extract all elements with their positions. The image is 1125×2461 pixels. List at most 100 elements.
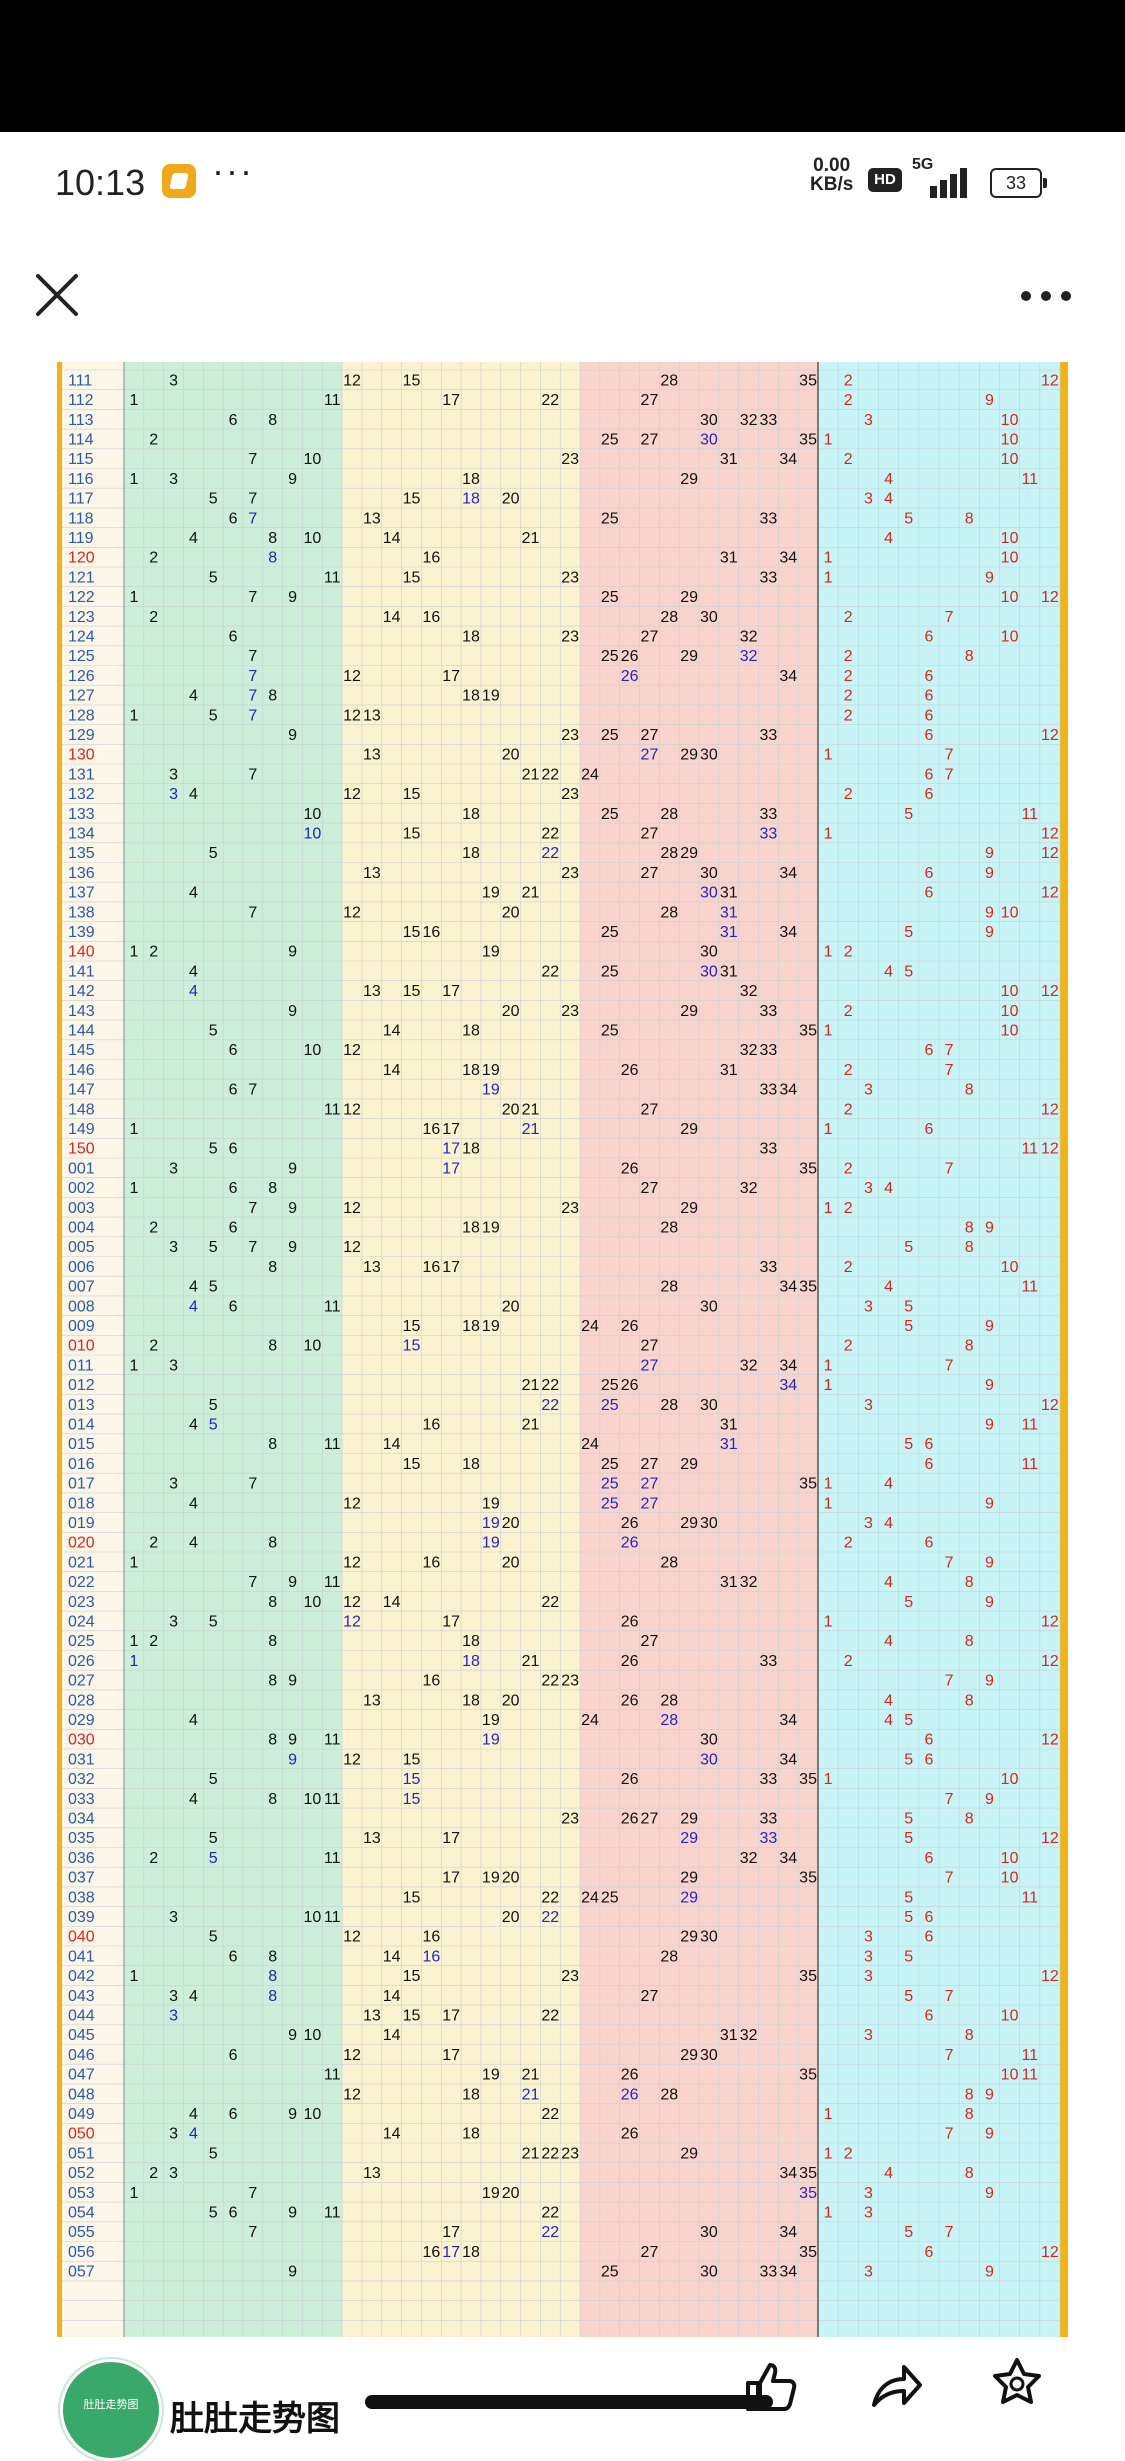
front-number: 23 <box>561 1968 579 1985</box>
front-number: 13 <box>363 983 381 1000</box>
back-number: 9 <box>985 2185 994 2202</box>
front-number: 17 <box>442 1121 460 1138</box>
front-number: 29 <box>680 2047 698 2064</box>
front-number: 27 <box>641 2244 659 2261</box>
front-number: 34 <box>779 668 797 685</box>
front-number: 15 <box>403 825 421 842</box>
period-label: 027 <box>68 1673 95 1690</box>
period-label: 141 <box>68 963 95 980</box>
front-number: 16 <box>422 609 440 626</box>
account-name[interactable]: 肚肚走势图 <box>170 2400 340 2438</box>
front-number: 31 <box>720 1416 738 1433</box>
back-number: 2 <box>844 1535 853 1552</box>
front-number: 10 <box>303 451 321 468</box>
period-label: 016 <box>68 1456 95 1473</box>
front-number: 4 <box>189 885 198 902</box>
front-number: 26 <box>621 1377 639 1394</box>
back-number: 4 <box>884 963 893 980</box>
back-number: 3 <box>864 412 873 429</box>
favorite-icon[interactable] <box>988 2355 1046 2413</box>
status-more-dots: ··· <box>212 150 254 191</box>
like-icon[interactable] <box>742 2357 800 2415</box>
period-label: 119 <box>68 530 94 547</box>
front-number: 32 <box>740 1042 758 1059</box>
front-number: 10 <box>303 1594 321 1611</box>
front-number: 26 <box>621 1771 639 1788</box>
front-number: 15 <box>403 372 421 389</box>
back-number: 4 <box>884 1574 893 1591</box>
front-number: 17 <box>442 983 460 1000</box>
front-number: 23 <box>561 1810 579 1827</box>
period-label: 125 <box>68 648 95 665</box>
front-number: 6 <box>229 1082 238 1099</box>
front-number: 15 <box>403 1751 421 1768</box>
front-number: 35 <box>799 2244 817 2261</box>
front-number: 12 <box>343 786 361 803</box>
back-number: 10 <box>1001 904 1019 921</box>
period-label: 124 <box>68 628 95 645</box>
front-number: 34 <box>779 1082 797 1099</box>
period-label: 134 <box>68 825 95 842</box>
front-number: 12 <box>343 1239 361 1256</box>
front-number: 32 <box>740 648 758 665</box>
back-number: 7 <box>945 1160 954 1177</box>
back-number: 2 <box>844 668 853 685</box>
front-number: 5 <box>209 569 218 586</box>
front-number: 6 <box>229 412 238 429</box>
back-number: 3 <box>864 1515 873 1532</box>
front-number: 12 <box>343 1929 361 1946</box>
period-column-bg <box>62 362 124 2337</box>
front-number: 18 <box>462 1141 480 1158</box>
period-label: 131 <box>68 766 95 783</box>
front-number: 27 <box>641 747 659 764</box>
close-icon[interactable] <box>34 272 80 318</box>
front-number: 25 <box>601 963 619 980</box>
back-number: 1 <box>824 2145 833 2162</box>
period-label: 053 <box>68 2185 95 2202</box>
front-number: 13 <box>363 1692 381 1709</box>
front-number: 26 <box>621 1692 639 1709</box>
front-number: 34 <box>779 1850 797 1867</box>
front-number: 28 <box>660 1219 678 1236</box>
front-number: 3 <box>169 786 178 803</box>
front-number: 2 <box>149 1850 158 1867</box>
front-number: 27 <box>641 1810 659 1827</box>
front-number: 33 <box>760 510 778 527</box>
front-number: 26 <box>621 668 639 685</box>
period-label: 038 <box>68 1889 95 1906</box>
front-number: 32 <box>740 412 758 429</box>
avatar[interactable]: 肚肚走势图 <box>60 2359 162 2461</box>
period-label: 057 <box>68 2264 95 2281</box>
back-number: 8 <box>965 2086 974 2103</box>
front-number: 5 <box>209 1022 218 1039</box>
period-label: 044 <box>68 2007 95 2024</box>
period-label: 056 <box>68 2244 95 2261</box>
front-number: 18 <box>462 845 480 862</box>
front-number: 2 <box>149 609 158 626</box>
period-label: 117 <box>68 491 94 508</box>
period-label: 037 <box>68 1870 95 1887</box>
back-number: 11 <box>1021 806 1038 823</box>
back-number: 10 <box>1001 550 1019 567</box>
front-number: 33 <box>760 825 778 842</box>
front-number: 17 <box>442 392 460 409</box>
front-number: 7 <box>248 1200 257 1217</box>
back-number: 9 <box>985 1554 994 1571</box>
period-label: 035 <box>68 1830 95 1847</box>
front-number: 4 <box>189 530 198 547</box>
period-label: 043 <box>68 1988 95 2005</box>
front-number: 1 <box>129 1121 138 1138</box>
front-number: 21 <box>522 2086 540 2103</box>
front-number: 27 <box>641 1180 659 1197</box>
front-number: 7 <box>248 510 257 527</box>
share-icon[interactable] <box>866 2357 924 2415</box>
front-number: 17 <box>442 1160 460 1177</box>
front-number: 28 <box>660 1948 678 1965</box>
front-number: 8 <box>268 1259 277 1276</box>
front-number: 19 <box>482 1712 500 1729</box>
front-number: 5 <box>209 1416 218 1433</box>
front-number: 25 <box>601 1022 619 1039</box>
front-number: 13 <box>363 1259 381 1276</box>
front-number: 15 <box>403 1338 421 1355</box>
more-options-icon[interactable] <box>1020 290 1072 302</box>
